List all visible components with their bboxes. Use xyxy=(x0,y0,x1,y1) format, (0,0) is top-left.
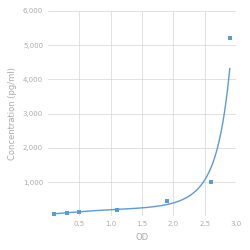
Point xyxy=(115,208,119,212)
Point xyxy=(77,210,81,214)
Point xyxy=(209,180,213,184)
Point xyxy=(228,36,232,40)
Point xyxy=(165,199,169,203)
Point xyxy=(52,212,56,216)
Y-axis label: Concentration (pg/ml): Concentration (pg/ml) xyxy=(8,67,17,160)
X-axis label: OD: OD xyxy=(136,233,148,242)
Point xyxy=(65,211,69,215)
